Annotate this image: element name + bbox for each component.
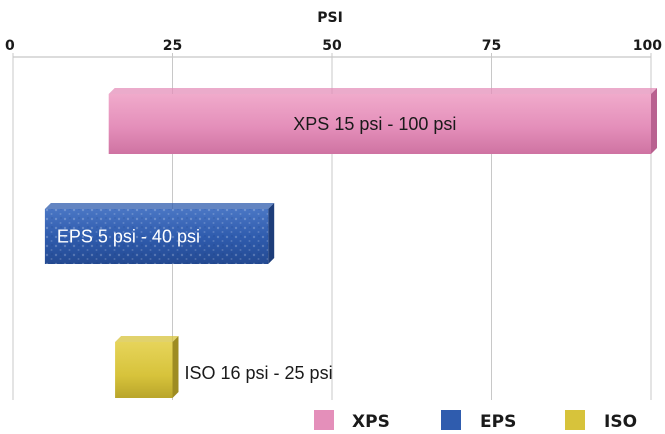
bar-front-face <box>108 94 651 154</box>
x-tick-label: 0 <box>5 38 15 54</box>
bar-label-eps: EPS 5 psi - 40 psi <box>57 227 200 247</box>
bar-top-face <box>108 88 657 94</box>
legend-swatch-iso <box>565 410 585 430</box>
legend-swatch-eps <box>441 410 461 430</box>
bar-texture <box>44 209 269 264</box>
bar-side-face <box>268 203 275 264</box>
bar-label-xps: XPS 15 psi - 100 psi <box>293 114 456 134</box>
legend-label-eps: EPS <box>480 412 516 432</box>
bar-top-face <box>115 336 179 342</box>
x-tick-label: 50 <box>322 38 342 54</box>
legend-label-iso: ISO <box>604 412 637 432</box>
legend-label-xps: XPS <box>352 412 390 432</box>
bar-side-face <box>172 336 179 398</box>
bar-label-iso: ISO 16 psi - 25 psi <box>185 363 333 383</box>
bar-xps: XPS 15 psi - 100 psi <box>108 88 657 154</box>
bar-top-face <box>44 203 275 209</box>
x-axis-ticks: 0 25 50 75 100 <box>5 38 662 54</box>
x-tick-label: 100 <box>633 38 662 54</box>
bar-iso: ISO 16 psi - 25 psi <box>115 336 333 398</box>
x-axis-title: PSI <box>317 10 343 26</box>
legend-swatch-xps <box>314 410 334 430</box>
bar-front-face <box>115 342 173 398</box>
bar-eps: EPS 5 psi - 40 psi <box>44 203 275 264</box>
x-tick-label: 75 <box>482 38 501 54</box>
x-tick-label: 25 <box>163 38 182 54</box>
legend: XPS EPS ISO <box>314 410 637 432</box>
bars: XPS 15 psi - 100 psi EPS 5 psi - 40 psi IS… <box>44 88 657 398</box>
bar-side-face <box>651 88 657 154</box>
